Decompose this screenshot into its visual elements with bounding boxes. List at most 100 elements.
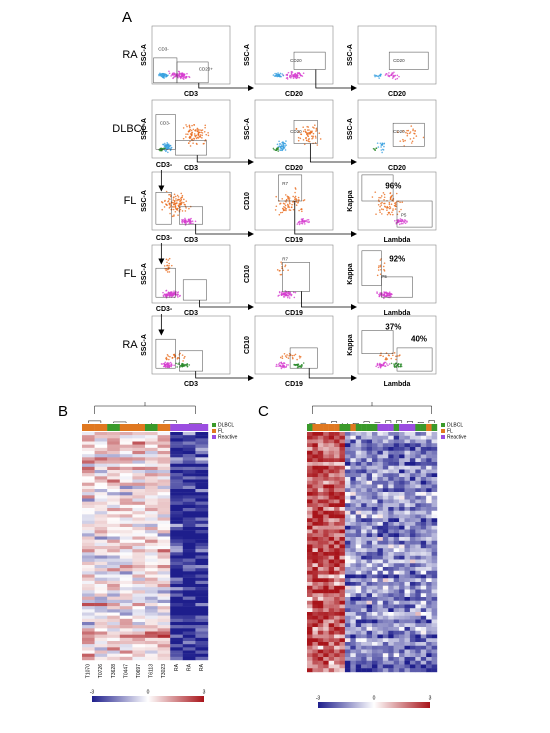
heatmap-cell bbox=[132, 568, 146, 572]
heatmap-cell bbox=[334, 638, 340, 643]
event-dot bbox=[168, 292, 170, 295]
heatmap-cell bbox=[339, 432, 346, 436]
heatmap-cell bbox=[420, 469, 427, 474]
event-dot bbox=[191, 131, 194, 134]
heatmap-cell bbox=[409, 514, 416, 519]
heatmap-cell bbox=[426, 608, 432, 613]
heatmap-cell bbox=[107, 463, 120, 468]
heatmap-cell bbox=[82, 647, 95, 651]
heatmap-cell bbox=[350, 435, 356, 440]
heatmap-cell bbox=[355, 552, 362, 556]
heatmap-cell bbox=[415, 514, 421, 519]
heatmap-cell bbox=[94, 527, 108, 531]
heatmap-cell bbox=[317, 525, 324, 530]
heatmap-cell bbox=[307, 638, 313, 643]
heatmap-cell bbox=[119, 558, 133, 563]
heatmap-cell bbox=[388, 623, 394, 628]
event-dot bbox=[283, 365, 286, 367]
event-dot bbox=[422, 136, 425, 139]
event-dot bbox=[278, 145, 281, 147]
heatmap-cell bbox=[182, 622, 196, 626]
event-dot bbox=[307, 140, 310, 143]
heatmap-cell bbox=[361, 555, 367, 560]
event-dot bbox=[283, 209, 286, 212]
heatmap-cell bbox=[334, 649, 340, 654]
heatmap-cell bbox=[409, 563, 416, 568]
heatmap-cell bbox=[404, 608, 411, 613]
gate-label: CD3- bbox=[156, 162, 173, 169]
heatmap-cell bbox=[307, 615, 313, 620]
event-dot bbox=[383, 193, 386, 196]
heatmap-cell bbox=[132, 438, 146, 442]
event-dot bbox=[169, 203, 172, 205]
heatmap-cell bbox=[132, 580, 146, 585]
event-dot bbox=[172, 208, 175, 211]
event-dot bbox=[415, 135, 418, 137]
heatmap-cell bbox=[307, 567, 313, 571]
plot-frame bbox=[357, 244, 437, 304]
heatmap-cell bbox=[94, 634, 108, 639]
heatmap-cell bbox=[307, 484, 313, 489]
event-dot bbox=[175, 293, 178, 296]
event-dot bbox=[385, 73, 388, 75]
heatmap-cell bbox=[334, 480, 340, 485]
event-dot bbox=[395, 201, 397, 204]
event-dot bbox=[308, 129, 310, 131]
heatmap-cell bbox=[372, 503, 378, 508]
event-dot bbox=[182, 137, 185, 140]
heatmap-cell bbox=[145, 596, 158, 601]
heatmap-cell bbox=[145, 460, 158, 464]
heatmap-cell bbox=[107, 495, 120, 499]
heatmap-cell bbox=[182, 498, 196, 502]
event-dot bbox=[405, 131, 407, 134]
heatmap-cell bbox=[388, 492, 394, 496]
heatmap-cell bbox=[195, 644, 209, 648]
event-dot bbox=[278, 140, 280, 143]
heatmap-cell bbox=[382, 458, 389, 463]
heatmap-cell bbox=[420, 664, 427, 669]
heatmap-cell bbox=[317, 600, 324, 605]
heatmap-cell bbox=[132, 542, 146, 547]
heatmap-cell bbox=[170, 454, 183, 458]
heatmap-cell bbox=[317, 664, 324, 669]
heatmap-cell bbox=[317, 555, 324, 560]
heatmap-cell bbox=[170, 565, 183, 569]
heatmap-cell bbox=[170, 479, 183, 483]
legend-swatch bbox=[441, 429, 445, 433]
heatmap-cell bbox=[377, 649, 384, 654]
heatmap-cell bbox=[94, 606, 108, 610]
heatmap-cell bbox=[415, 458, 421, 463]
heatmap-cell bbox=[426, 615, 432, 620]
heatmap-cell bbox=[393, 484, 400, 489]
event-dot bbox=[376, 75, 379, 77]
heatmap-cell bbox=[195, 523, 209, 528]
heatmap-cell bbox=[361, 548, 367, 553]
heatmap-cell bbox=[82, 587, 95, 591]
heatmap-cell bbox=[339, 657, 346, 661]
heatmap-cell bbox=[132, 615, 146, 620]
heatmap-cell bbox=[399, 522, 405, 526]
heatmap-cell bbox=[119, 530, 133, 534]
heatmap-cell bbox=[372, 480, 378, 485]
heatmap-cell bbox=[157, 517, 171, 521]
heatmap-cell bbox=[323, 657, 329, 661]
heatmap-cell bbox=[409, 439, 416, 444]
event-dot bbox=[177, 70, 180, 73]
heatmap-cell bbox=[82, 508, 95, 512]
heatmap-cell bbox=[366, 630, 373, 635]
heatmap-cell bbox=[355, 589, 362, 594]
heatmap-cell bbox=[404, 450, 411, 455]
heatmap-cell bbox=[182, 489, 196, 493]
heatmap-cell bbox=[317, 503, 324, 508]
heatmap-cell bbox=[361, 507, 367, 511]
heatmap-cell bbox=[420, 522, 427, 526]
heatmap-cell bbox=[312, 477, 319, 481]
heatmap-cell bbox=[334, 518, 340, 523]
heatmap-cell bbox=[377, 653, 384, 658]
heatmap-cell bbox=[132, 508, 146, 512]
heatmap-cell bbox=[323, 574, 329, 579]
heatmap-cell bbox=[334, 540, 340, 545]
event-dot bbox=[177, 196, 180, 198]
event-dot bbox=[289, 291, 291, 294]
